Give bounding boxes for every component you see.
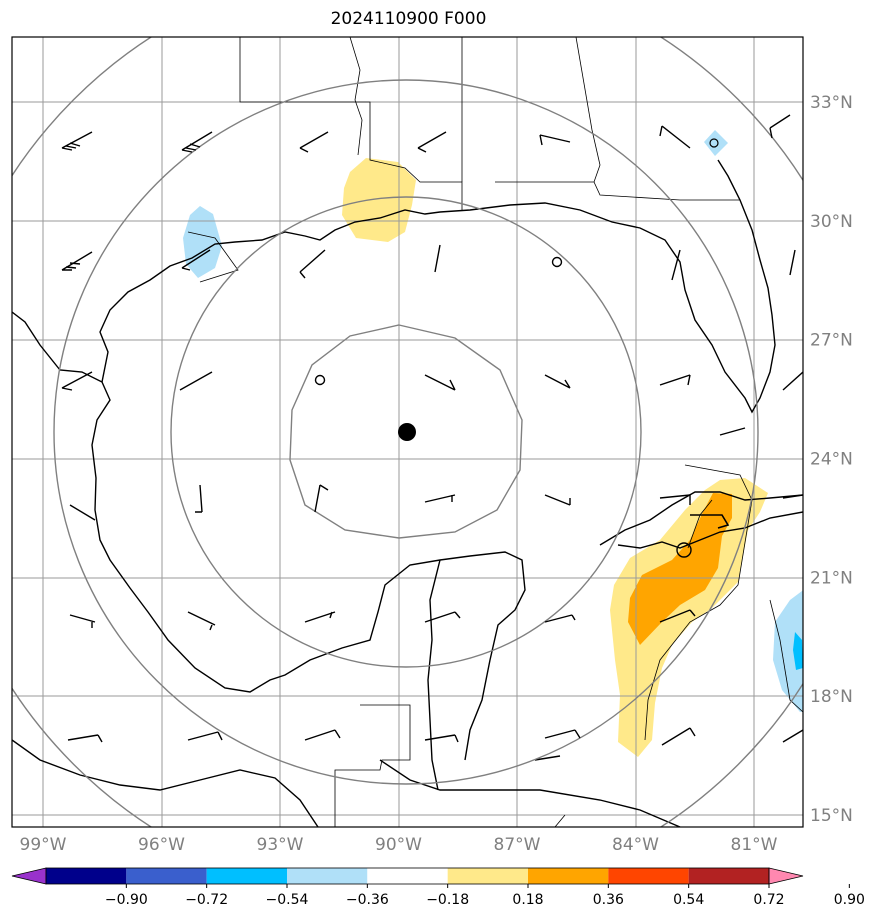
shade-positive-louisiana (342, 158, 416, 242)
calm-circle (314, 374, 326, 386)
lat-tick-label: 21°N (810, 568, 853, 588)
colorbar-tick-label: 0.54 (673, 892, 704, 908)
shade-negative-east-strong (793, 632, 803, 670)
colorbar: −0.90 −0.72 −0.54 −0.36 −0.18 0.18 0.36 0.54 0.7… (11, 867, 865, 908)
colorbar-segment (688, 868, 769, 884)
lat-tick-label: 24°N (810, 450, 853, 470)
colorbar-segment (206, 868, 287, 884)
shade-positive-caribbean (610, 478, 768, 757)
colorbar-extend-high (768, 867, 804, 885)
colorbar-segment (287, 868, 368, 884)
lat-tick-label: 18°N (810, 687, 853, 707)
lon-tick-label: 93°W (257, 835, 304, 855)
calm-circle (709, 138, 719, 148)
colorbar-tick-label: 0.72 (753, 892, 784, 908)
chart-title: 2024110900 F000 (330, 9, 487, 29)
colorbar-tick-label: 0.90 (834, 892, 865, 908)
colorbar-frame (45, 867, 770, 885)
colorbar-tick-label: −0.18 (426, 892, 469, 908)
range-rings (12, 37, 803, 827)
gridlines (12, 37, 803, 827)
shade-negative-east (773, 590, 803, 712)
colorbar-segment (608, 868, 689, 884)
lon-tick-label: 81°W (731, 835, 778, 855)
lon-tick-label: 99°W (20, 835, 67, 855)
lat-labels: 33°N 30°N 27°N 24°N 21°N 18°N 15°N (810, 93, 853, 826)
shade-positive-caribbean-orange (628, 493, 732, 645)
storm-center-marker (398, 423, 416, 441)
lon-tick-label: 96°W (138, 835, 185, 855)
lon-tick-label: 84°W (612, 835, 659, 855)
contour-line-cuba (690, 514, 730, 529)
shade-negative-texas (183, 206, 222, 278)
colorbar-segment (126, 868, 207, 884)
lat-tick-label: 33°N (810, 93, 853, 113)
colorbar-segment (367, 868, 448, 884)
lat-tick-label: 30°N (810, 212, 853, 232)
colorbar-extend-low (11, 867, 47, 885)
lon-labels: 99°W 96°W 93°W 90°W 87°W 84°W 81°W (20, 835, 778, 855)
lon-tick-label: 87°W (494, 835, 541, 855)
calm-circle (551, 256, 563, 268)
plot-frame (11, 36, 804, 828)
lon-tick-label: 90°W (375, 835, 422, 855)
shade-negative-georgia (704, 130, 728, 156)
colorbar-segment (528, 868, 609, 884)
colorbar-segment (447, 868, 528, 884)
colorbar-tick-label: −0.72 (185, 892, 228, 908)
colorbar-segment (46, 868, 127, 884)
colorbar-tick-label: 0.36 (593, 892, 624, 908)
coastlines (12, 159, 803, 827)
colorbar-tick-label: −0.90 (105, 892, 148, 908)
colorbar-tick-label: −0.36 (346, 892, 389, 908)
lat-tick-label: 15°N (810, 806, 853, 826)
contour-ring-cuba (676, 542, 692, 558)
wind-barbs (61, 114, 803, 746)
colorbar-tick-label: −0.54 (266, 892, 309, 908)
lat-tick-label: 27°N (810, 331, 853, 351)
colorbar-tick-label: 0.18 (512, 892, 543, 908)
